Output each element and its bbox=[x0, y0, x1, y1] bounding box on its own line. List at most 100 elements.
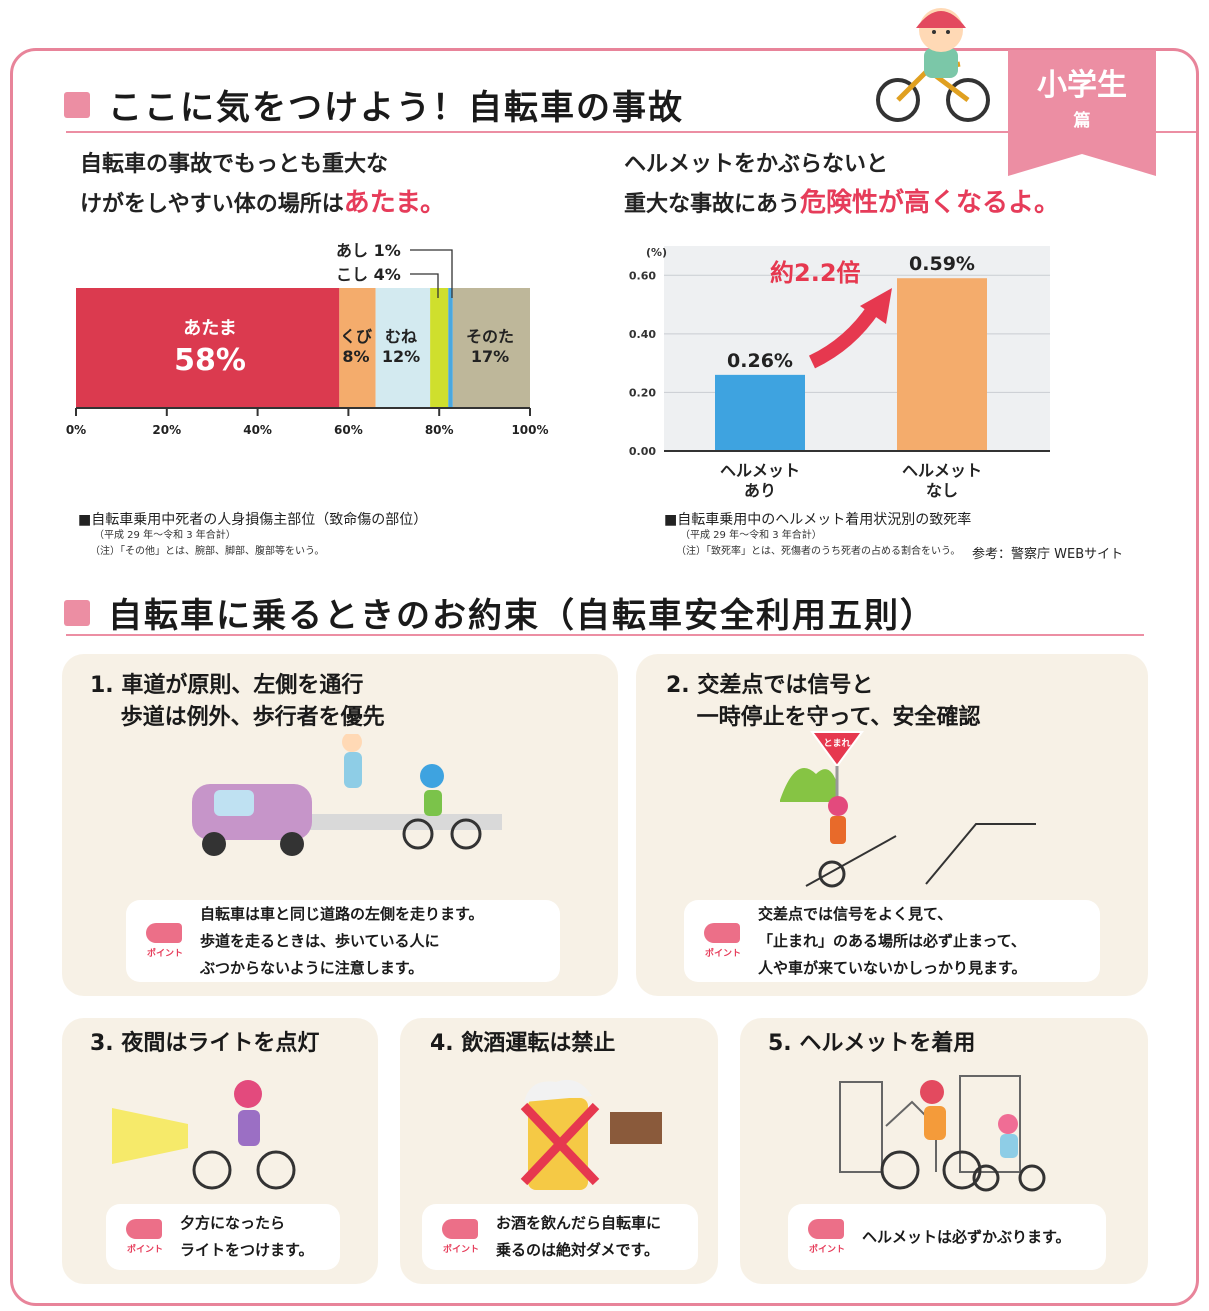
bar-value-label: 0.26% bbox=[727, 350, 793, 372]
y-tick-label: 0.60 bbox=[629, 269, 656, 282]
callout-line bbox=[410, 249, 453, 298]
grade-label: 小学生 bbox=[1037, 68, 1127, 103]
segment-label: 58% bbox=[174, 343, 246, 378]
y-tick-label: 0.40 bbox=[629, 328, 656, 341]
stop-sign-intersection-illustration: とまれ bbox=[780, 731, 1036, 888]
callout-waist: こし 4% bbox=[336, 265, 401, 284]
right-note-definition: （注）「致死率」とは、死傷者のうち死者の占める割合をいう。 bbox=[676, 546, 961, 557]
grade-suffix: 篇 bbox=[1073, 111, 1091, 131]
point-hand-icon: ポイント bbox=[142, 921, 188, 961]
segment-label: むね bbox=[385, 327, 417, 346]
x-tick-label: 0% bbox=[66, 423, 86, 437]
rule-card-5: 5. ヘルメットを着用 ポイント ヘルメットは必ずかぶります。 bbox=[740, 1018, 1148, 1284]
rule-5-point: ポイント ヘルメットは必ずかぶります。 bbox=[788, 1204, 1106, 1270]
rule-card-4: 4. 飲酒運転は禁止 ポイント お酒を飲んだら自転車に 乗るのは絶対ダメです。 bbox=[400, 1018, 718, 1284]
rule-card-2: 2. 交差点では信号と 一時停止を守って、安全確認 とまれ ポイント 交差点では… bbox=[636, 654, 1148, 996]
segment-label: くび bbox=[340, 327, 373, 346]
category-label: あり bbox=[744, 481, 776, 500]
segment-label: 12% bbox=[382, 347, 420, 366]
left-note-period: （平成 29 年～令和 3 年合計） bbox=[94, 530, 236, 541]
stop-sign-label: とまれ bbox=[823, 738, 850, 749]
y-tick-label: 0.00 bbox=[629, 445, 656, 458]
bar-segment-くび bbox=[339, 288, 376, 408]
bar-segment-むね bbox=[375, 288, 431, 408]
section2-rule bbox=[66, 634, 1144, 636]
y-tick-label: 0.20 bbox=[629, 386, 656, 399]
right-caption: ■自転車乗用中のヘルメット着用状況別の致死率 bbox=[664, 512, 972, 528]
bar-segment-そのた bbox=[452, 288, 530, 408]
grade-badge: 小学生 篇 bbox=[1008, 50, 1156, 176]
point-hand-icon: ポイント bbox=[700, 921, 746, 961]
rule-4-point-text: お酒を飲んだら自転車に 乗るのは絶対ダメです。 bbox=[496, 1214, 662, 1259]
right-lead-emphasis: 危険性が高くなるよ。 bbox=[800, 188, 1061, 218]
section1-title: ここに気をつけよう！自転車の事故 bbox=[108, 88, 684, 128]
point-hand-icon: ポイント bbox=[438, 1217, 484, 1257]
rule-1-point: ポイント 自転車は車と同じ道路の左側を走ります。 歩道を走るときは、歩いている人… bbox=[126, 900, 560, 982]
point-hand-icon: ポイント bbox=[804, 1217, 850, 1257]
section2-header: 自転車に乗るときのお約束（自転車安全利用五則） bbox=[64, 588, 936, 637]
source-note: 参考：警察庁 WEBサイト bbox=[972, 547, 1124, 562]
helmet-fatality-bar-chart: (%) 0.000.200.400.60 0.26%ヘルメットあり0.59%ヘル… bbox=[629, 246, 1050, 500]
rule-2-heading: 2. 交差点では信号と 一時停止を守って、安全確認 bbox=[666, 673, 981, 730]
right-lead-line2: 重大な事故にあう bbox=[624, 192, 801, 217]
night-light-illustration bbox=[112, 1080, 296, 1190]
rule-2-point-text: 交差点では信号をよく見て、 「止まれ」のある場所は必ず止まって、 人や車が来てい… bbox=[758, 904, 1027, 977]
injury-part-stacked-chart: 0% 20% 40% 60% 80% 100% あたま 58% くび 8% むね 12% … bbox=[66, 241, 549, 437]
ratio-annotation: 約2.2倍 bbox=[770, 259, 861, 287]
x-tick-label: 100% bbox=[511, 423, 548, 437]
callout-line bbox=[410, 273, 439, 298]
increase-arrow-icon bbox=[808, 304, 880, 369]
section1-header: ここに気をつけよう！自転車の事故 bbox=[64, 80, 684, 129]
x-tick-label: 20% bbox=[152, 423, 181, 437]
segment-label: 17% bbox=[471, 347, 509, 366]
section2-title: 自転車に乗るときのお約束（自転車安全利用五則） bbox=[108, 596, 936, 636]
rule-5-point-text: ヘルメットは必ずかぶります。 bbox=[862, 1227, 1071, 1246]
rule-1-heading: 1. 車道が原則、左側を通行 歩道は例外、歩行者を優先 bbox=[90, 673, 385, 730]
y-unit-label: (%) bbox=[646, 246, 667, 259]
left-caption: ■自転車乗用中死者の人身損傷主部位（致命傷の部位） bbox=[78, 512, 428, 528]
segment-label: あたま bbox=[183, 318, 236, 339]
segment-label: そのた bbox=[466, 327, 514, 346]
no-alcohol-illustration bbox=[520, 1079, 662, 1190]
left-lead: 自転車の事故でもっとも重大な けがをしやすい体の場所はあたま。 bbox=[80, 146, 446, 224]
rule-card-3: 3. 夜間はライトを点灯 ポイント 夕方になったら ライトをつけます。 bbox=[62, 1018, 378, 1284]
section1-rule bbox=[66, 131, 1196, 133]
bar-value-label: 0.59% bbox=[909, 253, 975, 275]
right-lead: ヘルメットをかぶらないと 重大な事故にあう危険性が高くなるよ。 bbox=[624, 146, 1060, 224]
rule-3-point: ポイント 夕方になったら ライトをつけます。 bbox=[106, 1204, 340, 1270]
right-note-period: （平成 29 年～令和 3 年合計） bbox=[680, 530, 822, 541]
rule-4-heading: 4. 飲酒運転は禁止 bbox=[430, 1031, 616, 1056]
right-lead-line1: ヘルメットをかぶらないと bbox=[624, 152, 889, 177]
callout-foot: あし 1% bbox=[336, 241, 401, 260]
rule-3-point-text: 夕方になったら ライトをつけます。 bbox=[180, 1214, 314, 1259]
car-crosswalk-illustration bbox=[192, 734, 502, 856]
bar bbox=[715, 374, 805, 451]
bar bbox=[897, 278, 987, 451]
point-hand-icon: ポイント bbox=[122, 1217, 168, 1257]
bar-segment-あし bbox=[448, 288, 453, 408]
rule-5-heading: 5. ヘルメットを着用 bbox=[768, 1031, 976, 1056]
x-tick-label: 80% bbox=[425, 423, 454, 437]
x-tick-label: 60% bbox=[334, 423, 363, 437]
section-bullet-icon bbox=[64, 91, 90, 118]
left-note-definition: （注）「その他」とは、腕部、脚部、腹部等をいう。 bbox=[90, 546, 325, 557]
rule-1-point-text: 自転車は車と同じ道路の左側を走ります。 歩道を走るときは、歩いている人に ぶつか… bbox=[200, 904, 484, 977]
category-label: ヘルメット bbox=[902, 461, 982, 480]
arrow-head-icon bbox=[860, 288, 892, 324]
rule-3-heading: 3. 夜間はライトを点灯 bbox=[90, 1031, 320, 1056]
cyclist-mascot-illustration bbox=[876, 8, 990, 122]
category-label: なし bbox=[926, 481, 958, 500]
bar-segment-あたま bbox=[76, 288, 340, 408]
helmet-family-illustration bbox=[839, 1075, 1046, 1192]
bar-segment-こし bbox=[430, 288, 449, 408]
category-label: ヘルメット bbox=[720, 461, 800, 480]
rule-4-point: ポイント お酒を飲んだら自転車に 乗るのは絶対ダメです。 bbox=[422, 1204, 698, 1270]
rule-card-1: 1. 車道が原則、左側を通行 歩道は例外、歩行者を優先 ポイント 自転車は車と同… bbox=[62, 654, 618, 996]
left-lead-line1: 自転車の事故でもっとも重大な bbox=[80, 152, 389, 177]
segment-label: 8% bbox=[342, 347, 369, 366]
rule-2-point: ポイント 交差点では信号をよく見て、 「止まれ」のある場所は必ず止まって、 人や… bbox=[684, 900, 1100, 982]
section-bullet-icon bbox=[64, 599, 90, 626]
x-tick-label: 40% bbox=[243, 423, 272, 437]
left-lead-emphasis: あたま。 bbox=[343, 188, 446, 218]
left-lead-line2: けがをしやすい体の場所は bbox=[80, 192, 344, 217]
